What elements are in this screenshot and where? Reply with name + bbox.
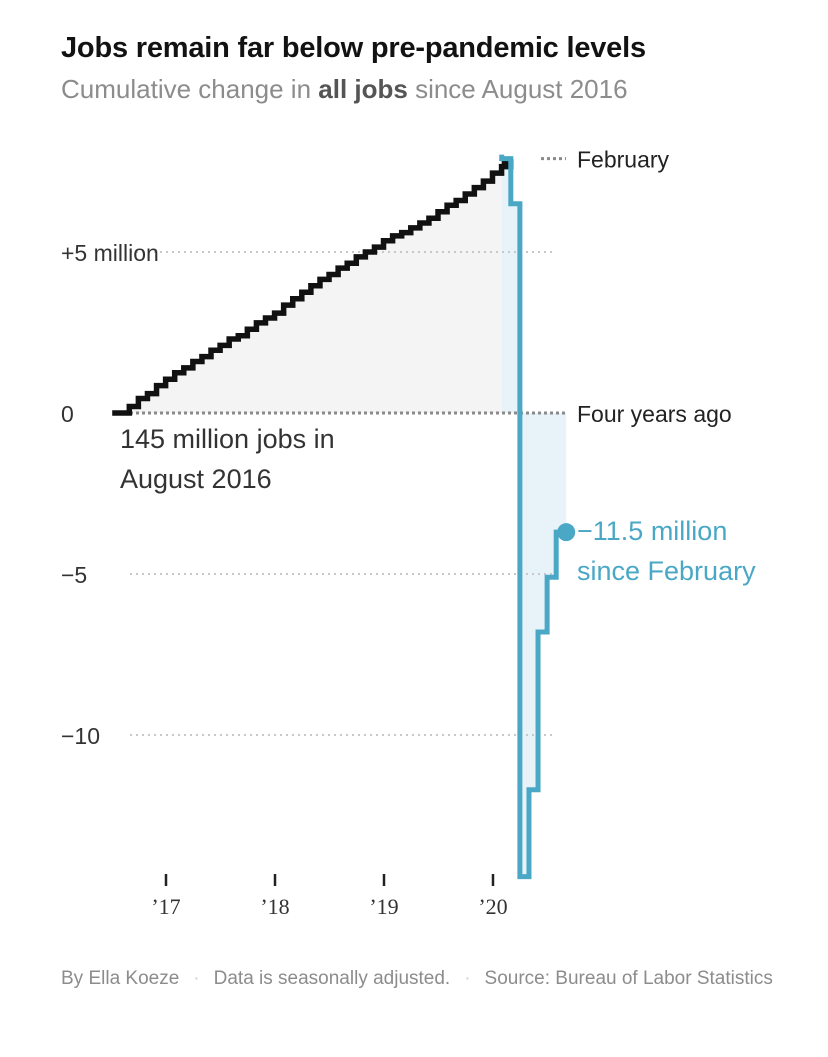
chart-footer: By Ella Koeze · Data is seasonally adjuste…	[61, 960, 791, 998]
latest-value-dot	[557, 523, 576, 542]
subtitle-text-post: since August 2016	[407, 74, 628, 104]
y-tick-label: 0	[61, 401, 74, 427]
february-label: February	[577, 147, 670, 173]
four-years-ago-label: Four years ago	[577, 401, 732, 427]
chart-subtitle: Cumulative change in all jobs since Augu…	[61, 74, 628, 105]
data-note: Data is seasonally adjusted.	[213, 968, 451, 989]
x-tick-label: ’17	[151, 894, 180, 919]
since-february-line	[499, 154, 567, 880]
y-tick-label: +5 million	[61, 240, 159, 266]
y-tick-label: −10	[61, 723, 100, 749]
x-tick-label: ’20	[478, 894, 507, 919]
baseline-label-line: August 2016	[120, 464, 272, 494]
footer-separator-1: ·	[193, 968, 200, 989]
baseline-label-line: 145 million jobs in	[120, 424, 335, 454]
latest-value-label-line: since February	[577, 556, 756, 586]
source-note: Source: Bureau of Labor Statistics	[484, 968, 773, 989]
subtitle-text-bold: all jobs	[318, 74, 408, 104]
x-tick-label: ’19	[369, 894, 398, 919]
latest-value-label-line: −11.5 million	[577, 516, 727, 546]
subtitle-text-pre: Cumulative change in	[61, 74, 319, 104]
chart-title: Jobs remain far below pre-pandemic level…	[61, 32, 646, 64]
x-tick-label: ’18	[260, 894, 289, 919]
byline: By Ella Koeze	[61, 968, 180, 989]
y-tick-label: −5	[61, 562, 87, 588]
since-february-area	[501, 158, 567, 877]
pre-pandemic-line	[112, 159, 514, 416]
footer-separator-2: ·	[464, 968, 471, 989]
